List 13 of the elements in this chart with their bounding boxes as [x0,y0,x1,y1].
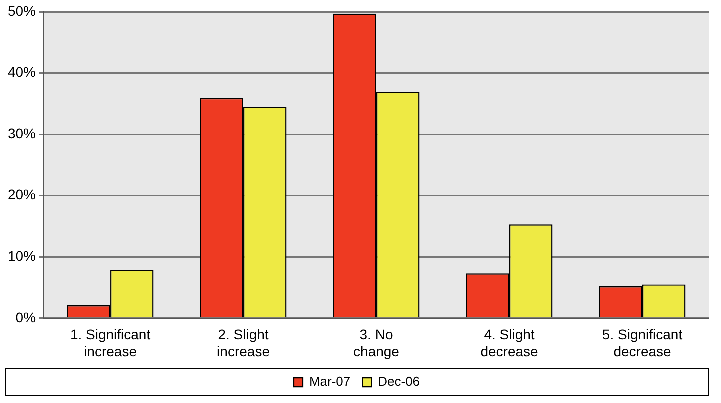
y-tick-label: 30% [8,125,36,142]
y-tick-label: 50% [8,2,36,19]
x-tick-label: 1. Significant increase [70,326,151,360]
y-tick-label: 40% [8,64,36,80]
y-tick-label: 20% [8,186,36,203]
legend-label: Mar-07 [309,374,351,390]
y-tick-label: 10% [8,248,36,264]
legend-label: Dec-06 [378,374,420,390]
x-tick-label: 2. Slight increase [217,326,270,360]
x-tick-label: 5. Significant decrease [602,326,683,360]
y-tick-label: 0% [16,309,36,326]
x-tick-label: 4. Slight decrease [480,326,539,360]
x-tick-label: 3. No change [354,326,400,360]
